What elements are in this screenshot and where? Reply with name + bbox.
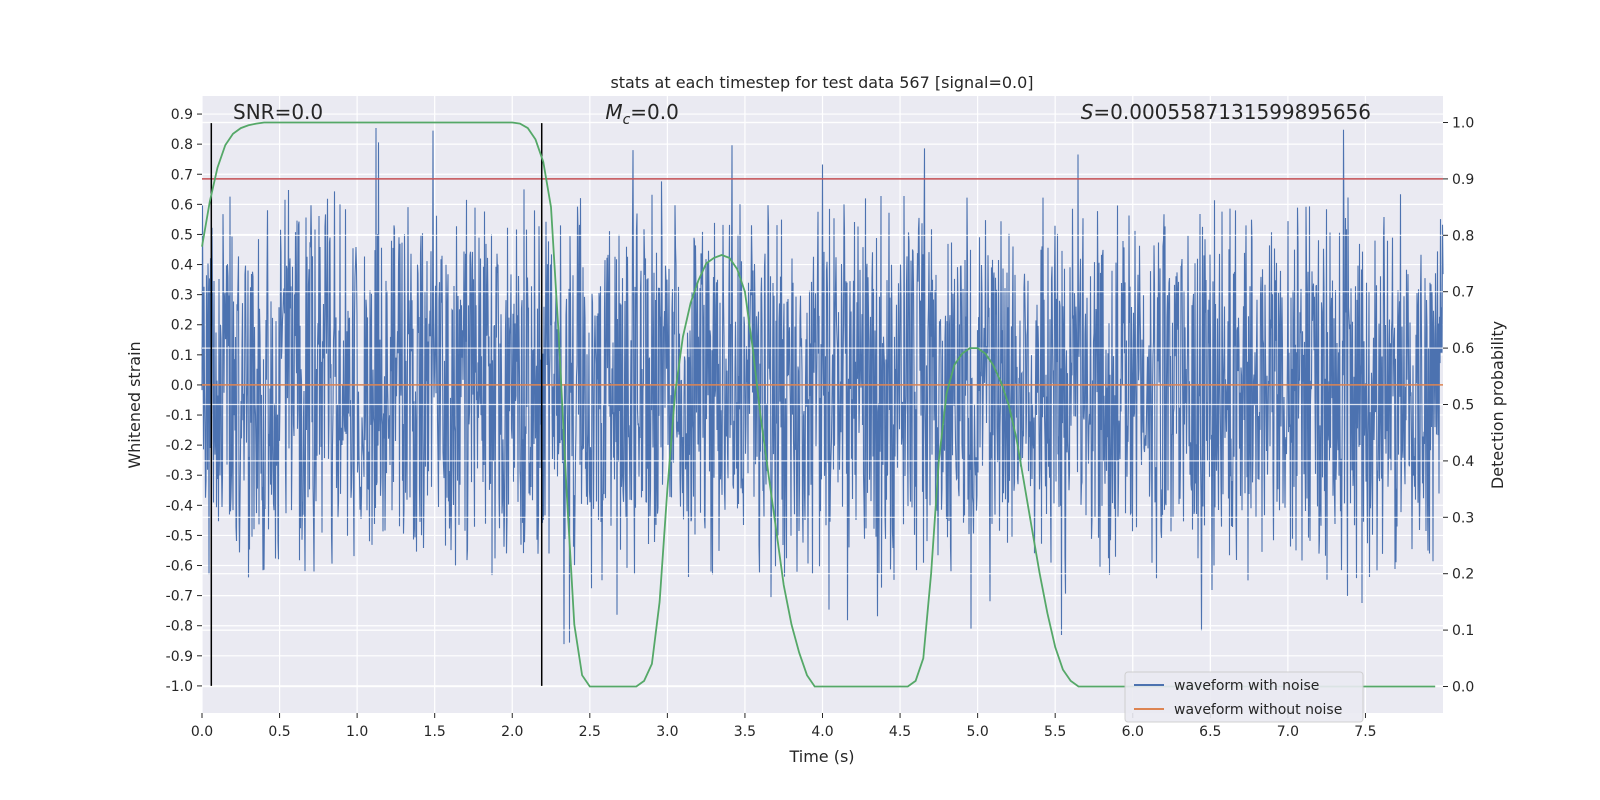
y2-tick-label: 0.3	[1452, 510, 1474, 526]
x-tick-label: 2.0	[501, 724, 523, 740]
detection-probability-line	[201, 121, 1436, 688]
score-annotation: S=0.0005587131599895656	[1081, 100, 1371, 124]
legend: waveform with noise waveform without noi…	[1124, 671, 1364, 723]
chirp-mass-annotation: Mc=0.0	[605, 100, 679, 128]
annotations: SNR=0.0 Mc=0.0 S=0.0005587131599895656	[233, 100, 1371, 128]
y-tick-label: 0.0	[171, 378, 193, 394]
snr-annotation: SNR=0.0	[233, 100, 323, 124]
x-tick-label: 7.0	[1277, 724, 1299, 740]
x-tick-label: 4.0	[811, 724, 833, 740]
y2-tick-label: 0.7	[1452, 285, 1474, 301]
y-tick-label: 0.6	[171, 197, 193, 213]
y-tick-label: 0.2	[171, 318, 193, 334]
y2-tick-label: 0.4	[1452, 454, 1474, 470]
y-tick-label: 0.4	[171, 258, 193, 274]
x-tick-label: 7.5	[1354, 724, 1376, 740]
y2-tick-label: 1.0	[1452, 116, 1474, 132]
y-tick-label: -0.5	[166, 528, 193, 544]
y-tick-label: 0.9	[171, 107, 193, 123]
y2-tick-label: 0.2	[1452, 567, 1474, 583]
x-tick-label: 3.0	[656, 724, 678, 740]
y2-axis-label: Detection probability	[1488, 321, 1507, 489]
y2-tick-label: 0.5	[1452, 398, 1474, 414]
x-tick-label: 5.0	[966, 724, 988, 740]
y-tick-label: -1.0	[166, 679, 193, 695]
legend-box	[1124, 671, 1364, 723]
legend-label-clean: waveform without noise	[1174, 702, 1342, 718]
y-tick-label: 0.3	[171, 288, 193, 304]
y-tick-label: 0.5	[171, 227, 193, 243]
waveform-with-noise-series	[201, 127, 1444, 645]
y-tick-label: -0.7	[166, 589, 193, 605]
x-tick-label: 0.0	[191, 724, 213, 740]
x-tick-label: 6.5	[1199, 724, 1221, 740]
x-tick-label: 6.0	[1122, 724, 1144, 740]
y-tick-label: -0.6	[166, 559, 193, 575]
y-tick-label: -0.8	[166, 619, 193, 635]
x-tick-label: 0.5	[268, 724, 290, 740]
x-tick-label: 3.5	[734, 724, 756, 740]
legend-label-noise: waveform with noise	[1174, 678, 1319, 694]
x-axis-label: Time (s)	[788, 747, 854, 766]
x-tick-label: 4.5	[889, 724, 911, 740]
y2-tick-label: 0.1	[1452, 623, 1474, 639]
x-tick-label: 1.0	[346, 724, 368, 740]
noise-trace	[201, 127, 1444, 645]
y-tick-label: -0.9	[166, 649, 193, 665]
y-tick-label: -0.3	[166, 468, 193, 484]
y2-tick-label: 0.9	[1452, 172, 1474, 188]
y-tick-label: 0.8	[171, 137, 193, 153]
axes: 0.0 0.5 1.0 1.5 2.0 2.5 3.0 3.5 4.0 4.5 5.0 5.5 6.0 6…	[166, 107, 1475, 740]
x-tick-label: 5.5	[1044, 724, 1066, 740]
y-axis-label: Whitened strain	[125, 341, 144, 468]
y-tick-label: -0.2	[166, 438, 193, 454]
y2-tick-label: 0.8	[1452, 228, 1474, 244]
y-tick-label: -0.4	[166, 498, 193, 514]
y-tick-label: 0.7	[171, 167, 193, 183]
y2-tick-label: 0.0	[1452, 679, 1474, 695]
overlay	[201, 121, 1443, 688]
y-tick-label: 0.1	[171, 348, 193, 364]
x-tick-label: 2.5	[579, 724, 601, 740]
y-tick-label: -0.1	[166, 408, 193, 424]
x-tick-label: 1.5	[424, 724, 446, 740]
chart-title: stats at each timestep for test data 567…	[610, 73, 1033, 92]
y2-tick-label: 0.6	[1452, 341, 1474, 357]
